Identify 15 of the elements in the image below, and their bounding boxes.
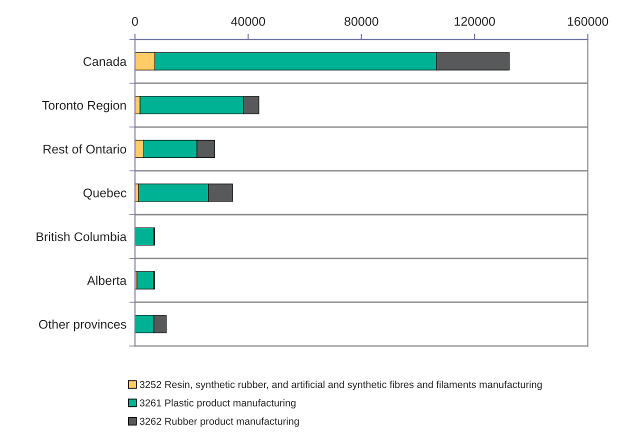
y-tick-label: Canada — [83, 56, 127, 66]
x-tick-label: 120000 — [454, 16, 495, 26]
x-tick-label: 160000 — [568, 16, 608, 26]
x-tick-label: 80000 — [344, 16, 378, 26]
y-tick-label: Toronto Region — [42, 100, 126, 112]
legend-label: 3261 Plastic product manufacturing — [140, 399, 296, 408]
x-tick-label: 40000 — [231, 16, 266, 26]
y-tick-label: Other provinces — [39, 320, 126, 332]
y-tick-label: Rest of Ontario — [44, 144, 126, 154]
legend-label: 3252 Resin, synthetic rubber, and artificial and synthetic fibres and filaments manufacturing — [140, 380, 542, 390]
legend-label: 3262 Rubber product manufacturing — [140, 417, 299, 427]
y-tick-label: Alberta — [87, 276, 127, 285]
x-tick-label: 0 — [132, 16, 138, 26]
y-tick-label: British Columbia — [36, 232, 127, 242]
y-tick-label: Quebec — [83, 188, 126, 200]
